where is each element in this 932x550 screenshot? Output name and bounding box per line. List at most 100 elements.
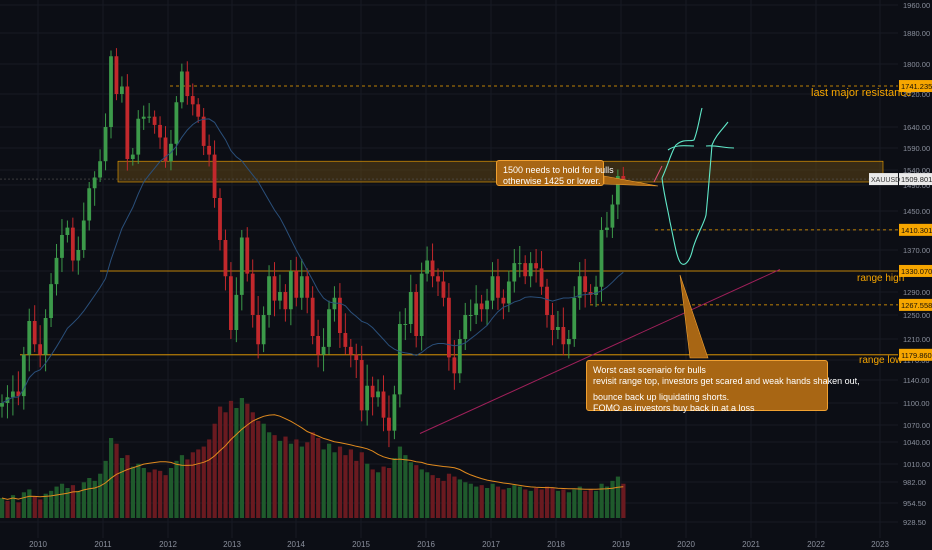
volume-bar [376,472,381,518]
candle-body [174,102,179,144]
volume-bar [256,420,261,518]
volume-bar [327,443,332,518]
volume-bar [299,446,304,518]
volume-bar [495,486,501,518]
candle-body [70,227,75,261]
candle-body [212,154,217,198]
price-tag [899,298,932,311]
volume-bar [468,483,473,518]
y-tick-label: 1290.00 [903,288,930,297]
volume-bar [425,472,430,518]
volume-bar [54,486,59,518]
candle-body [577,276,582,298]
candle-body [201,116,206,146]
volume-moving-average [1,414,624,500]
y-tick-label: 1880.00 [903,29,930,38]
candle-body [54,257,59,285]
volume-bar [397,446,403,518]
candle-body [343,333,348,347]
candle-body [354,354,359,360]
volume-bar [555,490,561,518]
volume-bar [92,480,97,518]
y-tick-label: 1070.00 [903,421,930,430]
y-tick-label: 1040.00 [903,438,930,447]
volume-bar [5,500,10,518]
volume-bar [70,485,76,518]
projection-path-down [661,121,729,265]
volume-bar [501,489,506,518]
price-tag [899,80,932,93]
last-major-resistance-label: last major resistance [811,87,912,99]
volume-bar [234,408,239,518]
candle-body [501,297,506,304]
y-tick-label: 1250.00 [903,311,930,320]
volume-bar [21,492,26,518]
volume-bar [239,398,244,518]
callout-worst-case-line-4: bounce back up liquidating shorts. [593,392,730,402]
candle-body [310,297,315,336]
volume-bar [76,490,81,518]
candle-body [605,227,609,230]
volume-bar [316,438,321,518]
candle-body [239,237,244,295]
candle-body [485,300,489,310]
candle-body [27,321,32,355]
price-tag-label: 1741.235 [901,82,932,91]
x-tick-label: 2012 [159,540,177,549]
volume-bar [348,449,353,518]
callout-worst-case: Worst cast scenario for bulls revisit ra… [586,360,860,413]
candle-body [441,281,446,298]
price-tag-label: 1410.301 [901,226,932,235]
candle-body [288,271,293,310]
x-tick-label: 2015 [352,540,370,549]
y-tick-label: 1960.00 [903,1,930,10]
volume-bar [354,460,359,518]
price-tag-label: 1179.860 [901,351,932,360]
volume-bar [621,483,626,518]
candle-body [452,357,457,374]
y-tick-label: 1720.00 [903,90,930,99]
y-tick-label: 1640.00 [903,123,930,132]
volume-bar [392,458,397,518]
projection-marker [653,165,663,183]
y-tick-label: 1490.00 [903,181,930,190]
y-tick-label: 954.50 [903,499,926,508]
volume-bar [337,446,343,518]
candle-body [539,268,544,287]
volume-bar [474,486,479,518]
volume-bar [43,493,48,518]
candle-body [21,354,26,397]
candle-body [348,346,353,355]
volume-bar [207,439,212,518]
candle-body [32,321,37,345]
candle-body [468,315,473,316]
volume-bar [190,452,195,518]
candle-body [250,273,255,315]
candle-body [381,391,386,418]
price-tag-label: 1267.558 [901,301,932,310]
volume-bar [321,449,326,518]
candle-body [65,227,70,235]
volume-bar [506,488,512,518]
price-tag [899,173,932,186]
volume-bar [539,489,544,518]
price-tag [899,223,932,236]
candle-body [523,263,528,277]
x-tick-label: 2013 [223,540,241,549]
volume-bar [610,480,615,518]
candle-body [528,263,533,277]
candle-body [359,360,364,411]
candle-body [207,145,211,155]
candle-body [272,276,277,301]
candle-body [261,315,266,345]
candle-body [136,118,141,155]
volume-bar [147,472,152,518]
candle-body [185,71,190,97]
range-high-label: range high [857,273,905,284]
candle-body [463,315,468,339]
candle-body [496,276,500,298]
candle-body [479,303,484,310]
candle-body [430,260,435,277]
volume-bar [16,502,21,518]
volume-bar [272,435,277,518]
